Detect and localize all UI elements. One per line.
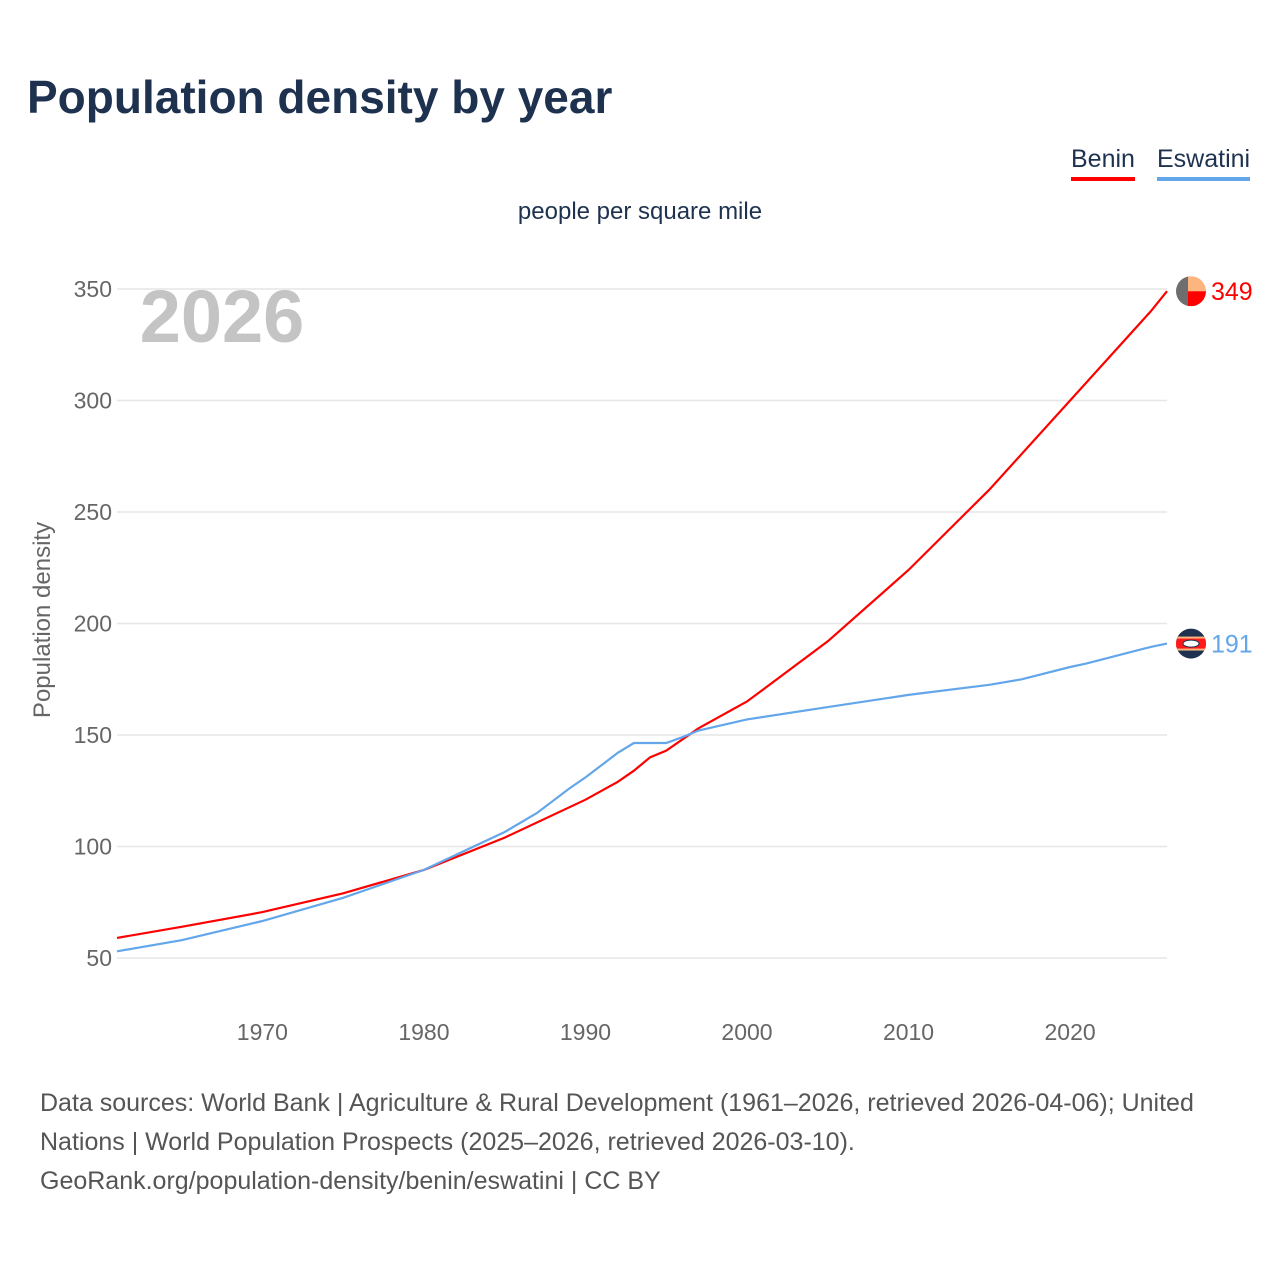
chart-title: Population density by year	[27, 71, 613, 123]
year-watermark: 2026	[140, 275, 305, 358]
legend-benin[interactable]: Benin	[1071, 145, 1135, 181]
chart-subtitle: people per square mile	[517, 198, 763, 225]
source-link[interactable]: GeoRank.org/population-density/benin/esw…	[40, 1167, 661, 1195]
y-tick-label: 350	[74, 276, 112, 302]
y-tick-label: 150	[74, 722, 112, 748]
end-value-label: 191	[1211, 631, 1253, 659]
x-tick-label: 1970	[237, 1019, 288, 1045]
footer: Data sources: World Bank | Agriculture &…	[40, 1084, 1250, 1201]
y-tick-label: 100	[74, 834, 112, 860]
x-tick-label: 2000	[721, 1019, 772, 1045]
end-value-label: 349	[1211, 278, 1253, 306]
x-tick-label: 1980	[398, 1019, 449, 1045]
series-line-benin	[116, 290, 1168, 939]
x-tick-label: 2020	[1044, 1019, 1095, 1045]
series-line-eswatini	[116, 642, 1168, 953]
y-tick-label: 250	[74, 499, 112, 525]
benin-flag-icon	[1176, 276, 1206, 307]
x-tick-label: 1990	[560, 1019, 611, 1045]
eswatini-flag-icon	[1176, 628, 1206, 659]
y-tick-label: 50	[86, 945, 112, 971]
x-tick-label: 2010	[883, 1019, 934, 1045]
legend-eswatini[interactable]: Eswatini	[1157, 145, 1251, 181]
y-axis-label: Population density	[29, 522, 56, 718]
y-tick-label: 200	[74, 611, 112, 637]
y-tick-label: 300	[74, 388, 112, 414]
data-sources: Data sources: World Bank | Agriculture &…	[40, 1089, 1194, 1156]
